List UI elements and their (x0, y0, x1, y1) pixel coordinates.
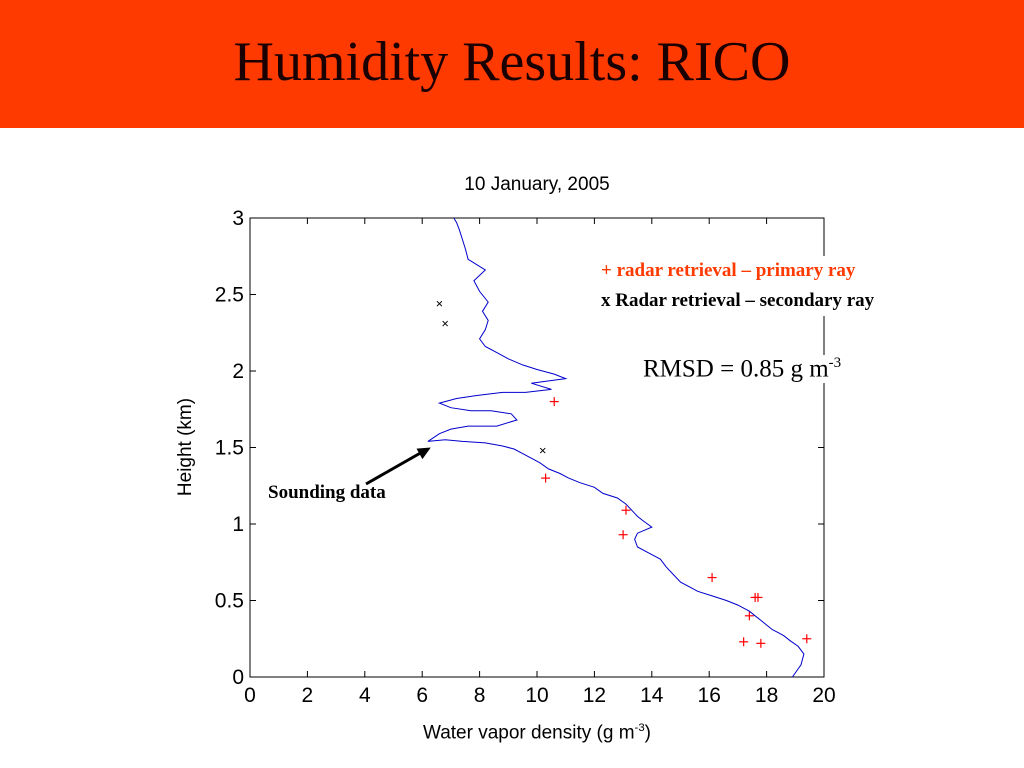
data-point-primary-ray (549, 397, 559, 407)
slide-header: Humidity Results: RICO (0, 0, 1024, 128)
x-axis-label-superscript: -3 (634, 722, 645, 734)
x-tick-label: 0 (244, 684, 256, 707)
sounding-data-label: Sounding data (268, 482, 386, 503)
data-point-secondary-ray (442, 320, 449, 327)
chart-title: 10 January, 2005 (464, 174, 610, 195)
y-tick-label: 3 (232, 207, 244, 230)
x-tick-label: 16 (698, 684, 721, 707)
x-tick-label: 10 (525, 684, 548, 707)
x-tick-label: 2 (302, 684, 314, 707)
data-point-primary-ray (541, 473, 551, 483)
data-point-primary-ray (707, 573, 717, 583)
chart-legend: + radar retrieval – primary ray x Radar … (597, 256, 879, 316)
x-tick-label: 6 (416, 684, 428, 707)
x-axis-label-text: Water vapor density (g m (422, 722, 635, 744)
y-tick-label: 0.5 (215, 590, 244, 613)
x-tick-label: 4 (359, 684, 371, 707)
data-point-primary-ray (618, 530, 628, 540)
data-point-primary-ray (802, 634, 812, 644)
x-tick-label: 14 (640, 684, 664, 707)
y-tick-label: 0 (232, 666, 244, 689)
data-point-primary-ray (739, 637, 749, 647)
sounding-arrow-head (416, 447, 431, 460)
x-tick-label: 8 (474, 684, 486, 707)
x-tick-label: 20 (812, 684, 835, 707)
x-axis-label-suffix: ) (644, 722, 651, 744)
y-tick-label: 2 (232, 360, 244, 383)
legend-entry-secondary-ray: x Radar retrieval – secondary ray (601, 290, 875, 311)
data-point-primary-ray (753, 592, 763, 602)
series-line-sounding-data (427, 217, 805, 678)
legend-entry-primary-ray: + radar retrieval – primary ray (601, 260, 856, 281)
y-tick-label: 1.5 (215, 437, 244, 460)
rmsd-superscript: -3 (828, 355, 842, 371)
x-axis-label: Water vapor density (g m-3) (250, 722, 824, 744)
y-tick-label: 2.5 (215, 284, 244, 307)
slide-title: Humidity Results: RICO (233, 31, 791, 93)
x-tick-label: 18 (755, 684, 778, 707)
data-point-secondary-ray (539, 447, 546, 454)
x-tick-label: 12 (583, 684, 606, 707)
sounding-arrow-shaft (365, 449, 426, 486)
y-tick-label: 1 (232, 513, 244, 536)
rmsd-annotation: RMSD = 0.85 g m-3 (641, 355, 844, 384)
data-point-primary-ray (744, 611, 754, 621)
data-point-secondary-ray (436, 300, 443, 307)
rmsd-text: RMSD = 0.85 g m (643, 355, 829, 383)
y-axis-label: Height (km) (175, 397, 196, 497)
data-point-primary-ray (621, 505, 631, 515)
data-point-primary-ray (756, 638, 766, 648)
